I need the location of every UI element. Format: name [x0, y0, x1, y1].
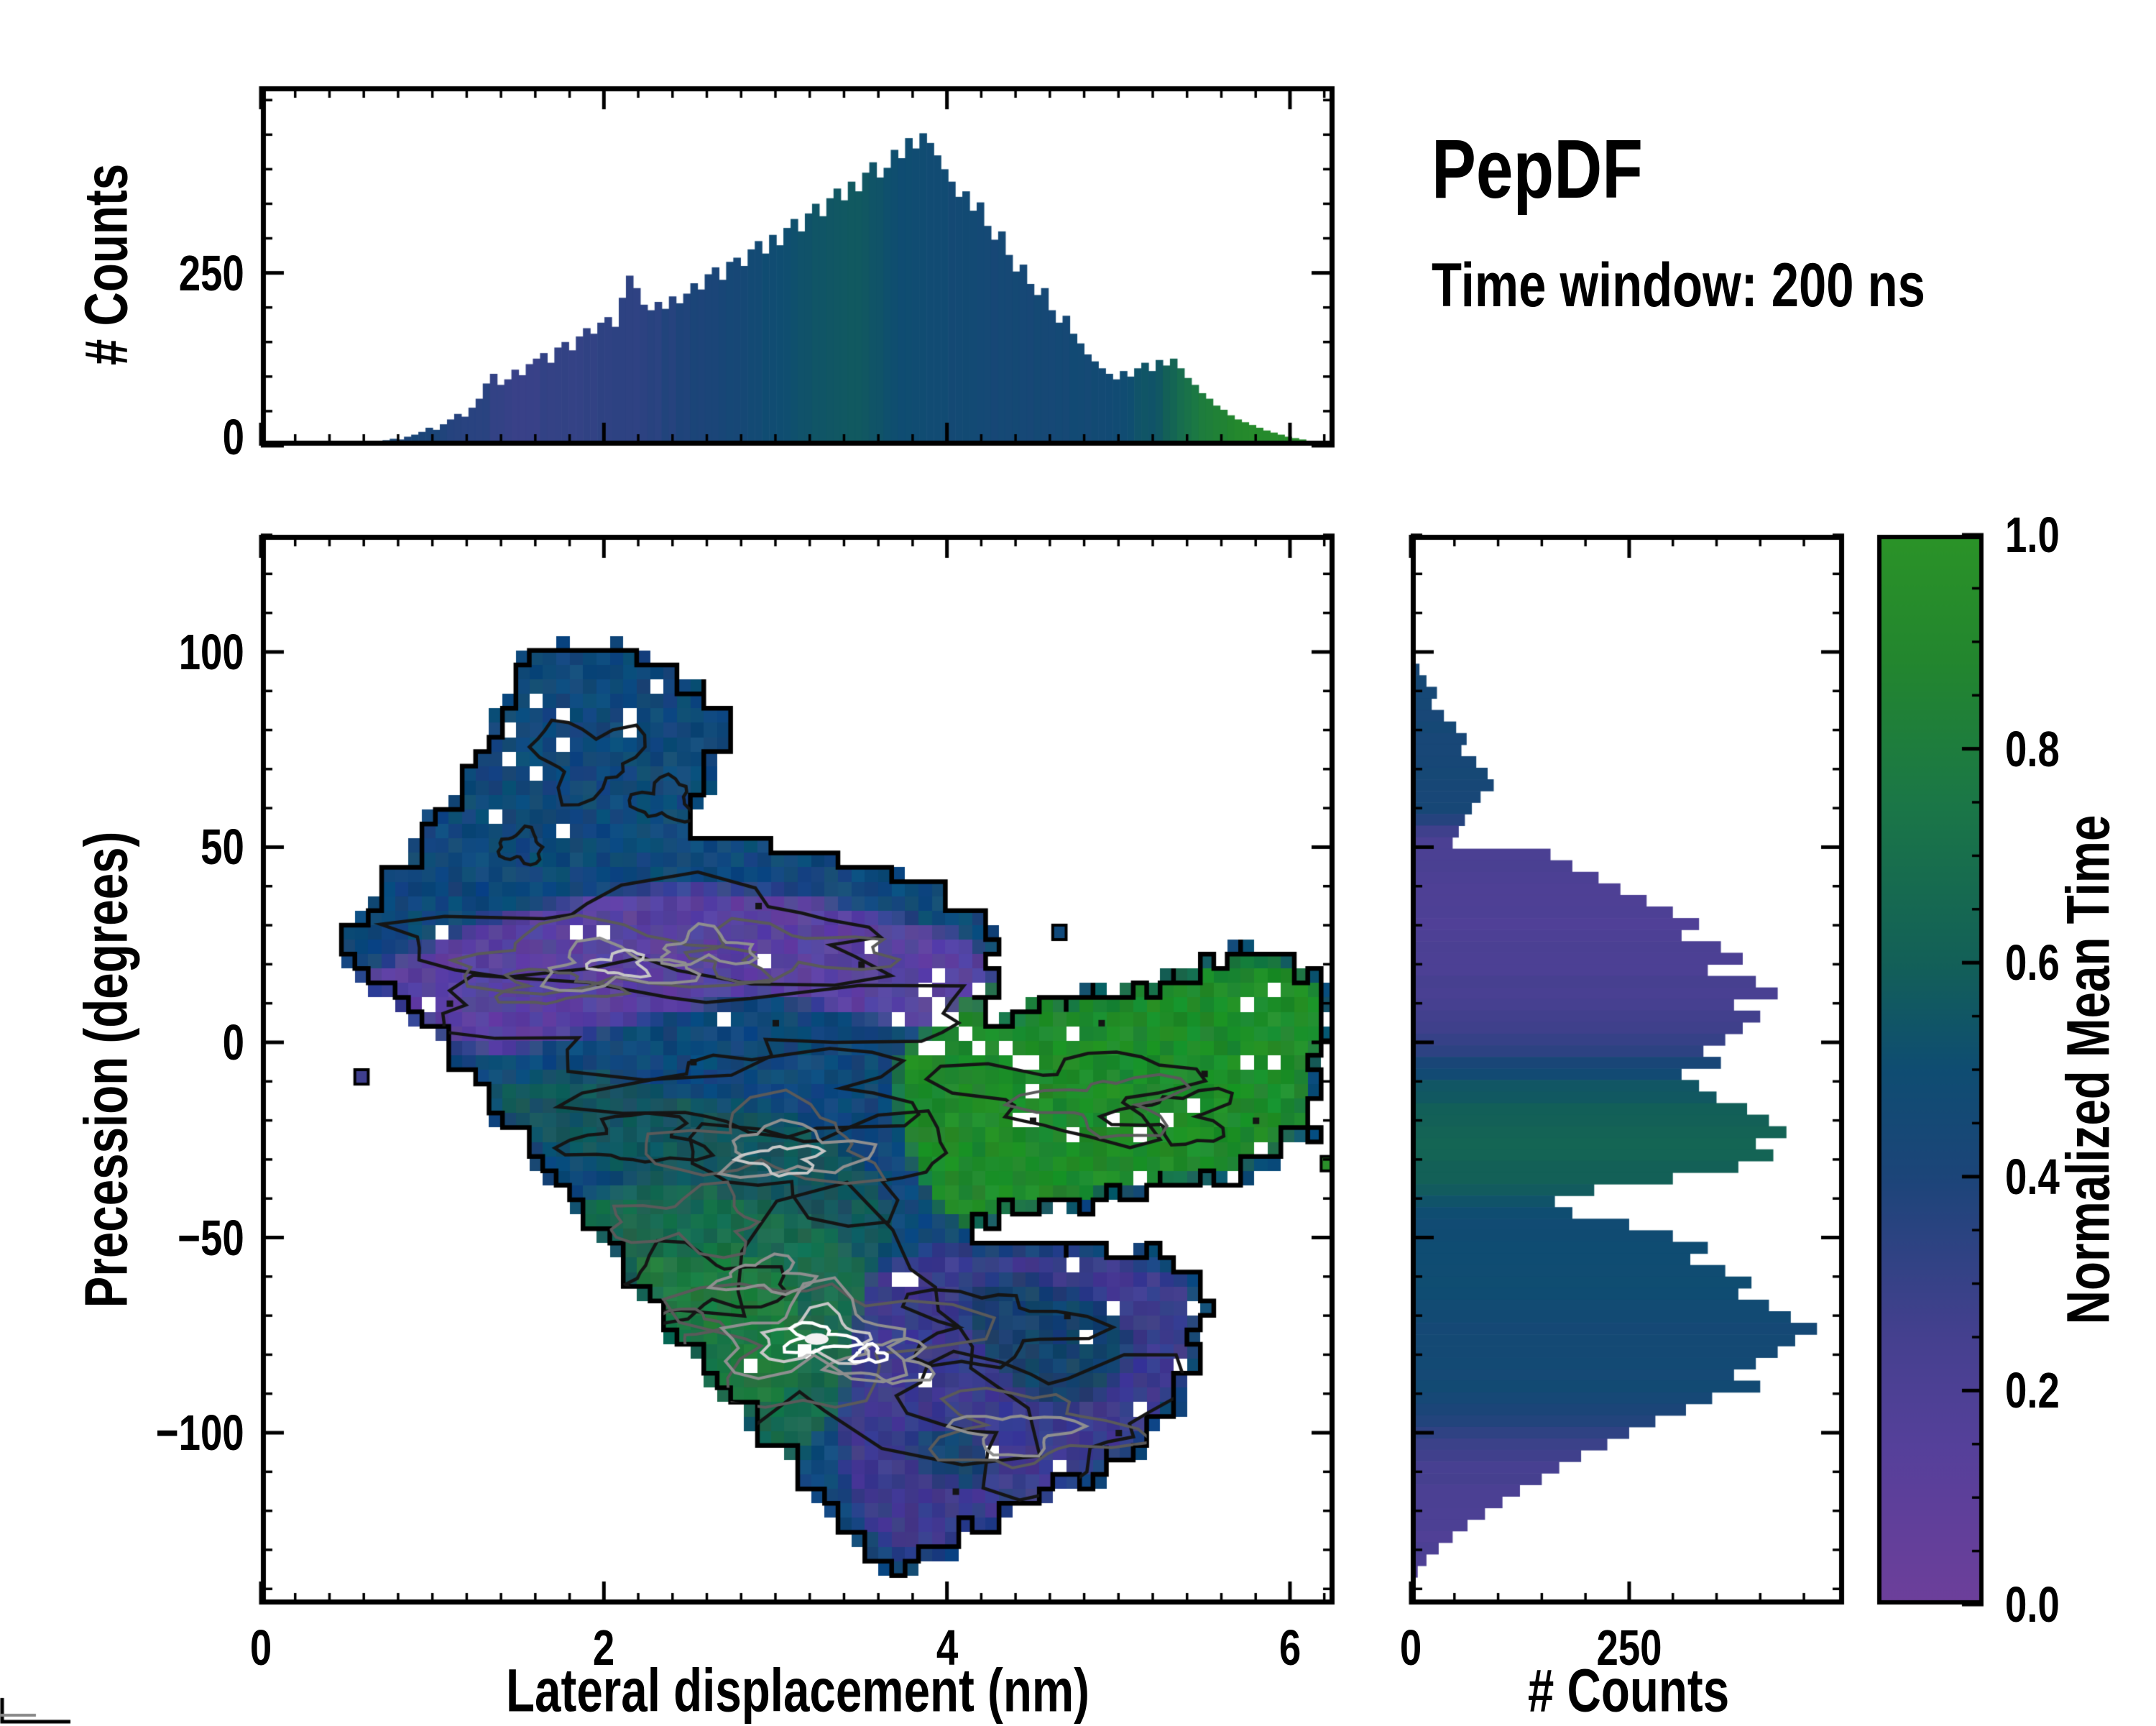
main-xtick-4: 4 [936, 1620, 958, 1676]
main-xtick-0: 0 [249, 1620, 272, 1676]
right-hist-xlabel: # Counts [1527, 1656, 1730, 1725]
main-ylabel: Precession (degrees) [72, 831, 140, 1308]
main-xtick-2: 2 [593, 1620, 615, 1676]
top-hist-ylabel: # Counts [72, 163, 140, 366]
right-hist-xtick-0: 0 [1399, 1620, 1422, 1676]
right-hist-xtick-250: 250 [1596, 1620, 1662, 1676]
main-ytick-100: 100 [178, 623, 244, 680]
colorbar-tick-0.4: 0.4 [2005, 1148, 2060, 1205]
colorbar-tick-0.8: 0.8 [2005, 720, 2060, 777]
colorbar-tick-0.6: 0.6 [2005, 935, 2060, 991]
colorbar-tick-1.0: 1.0 [2005, 507, 2060, 563]
main-xlabel: Lateral displacement (nm) [506, 1656, 1089, 1725]
main-ytick-−50: −50 [178, 1209, 244, 1266]
main-ytick-0: 0 [222, 1014, 244, 1070]
main-ytick-50: 50 [201, 819, 244, 876]
plot-subtitle: Time window: 200 ns [1432, 251, 1925, 320]
top-hist-ytick-0: 0 [222, 409, 244, 465]
plot-title: PepDF [1432, 122, 1643, 216]
colorbar-tick-0.0: 0.0 [2005, 1576, 2060, 1633]
top-hist-ytick-250: 250 [178, 244, 244, 301]
main-ytick-−100: −100 [156, 1405, 244, 1461]
main-xtick-6: 6 [1279, 1620, 1302, 1676]
colorbar-label: Normalized Mean Time [2054, 814, 2122, 1325]
colorbar-tick-0.2: 0.2 [2005, 1362, 2060, 1419]
